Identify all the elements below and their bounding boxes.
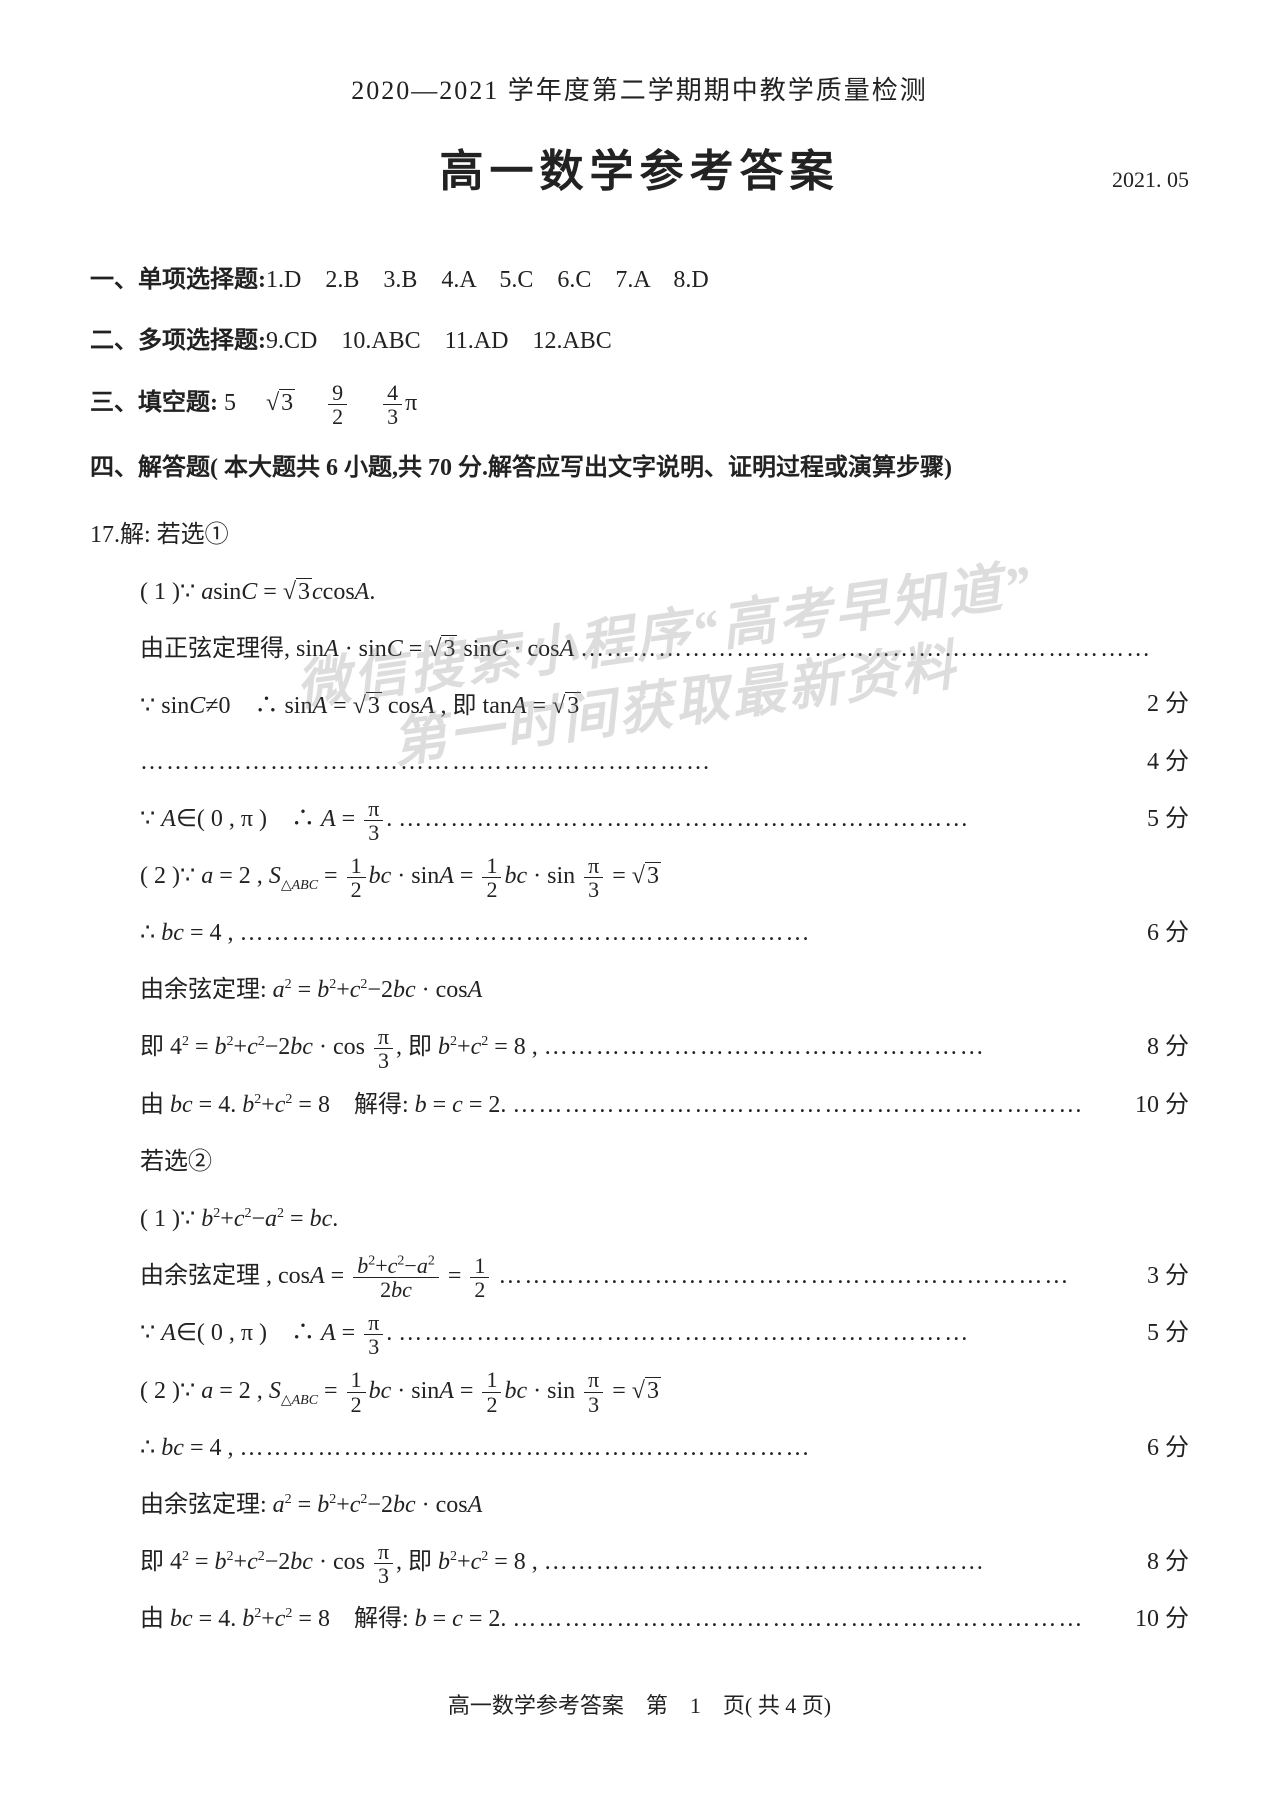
s3-a2-rad: 3 xyxy=(279,389,295,416)
score-5b: 5 分 xyxy=(1147,1306,1189,1361)
s3-a1: 5 xyxy=(224,390,236,416)
score-3: 3 分 xyxy=(1147,1249,1189,1304)
dots: ………………………………………………………… xyxy=(512,1092,1084,1118)
dots: ………………………………………………………… xyxy=(398,1320,970,1346)
s3-a2-sqrt: 3 xyxy=(266,382,295,425)
dots: ………………………………………………………… xyxy=(498,1263,1070,1289)
score-10b: 10 分 xyxy=(1135,1592,1189,1647)
dots: ………………………………………………………… xyxy=(239,1435,811,1461)
s3-a4-frac: 43 xyxy=(383,381,402,428)
q17-2-4: 即 42 = b2+c2−2bc · cos π3, 即 b2+c2 = 8 ,… xyxy=(90,1020,1189,1075)
q17b-1-1: ( 1 )∵ b2+c2−a2 = bc. xyxy=(90,1192,1189,1247)
q17-1-4: ∵ A∈( 0 , π ) ∴ A = π3. …………………………………………… xyxy=(90,792,1189,847)
main-title: 高一数学参考答案 xyxy=(440,135,840,199)
dots: ………………………………………………………… xyxy=(398,806,970,832)
q17b-2-2: ∴ bc = 4 , ………………………………………………………… 6 分 xyxy=(90,1421,1189,1476)
dots: ………………………………………………………… xyxy=(580,636,1152,662)
s3-a3-den: 2 xyxy=(328,405,347,428)
q17b-2-1: ( 2 )∵ a = 2 , S△ABC = 12bc · sinA = 12b… xyxy=(90,1364,1189,1419)
section-4-heading: 四、解答题( 本大题共 6 小题,共 70 分.解答应写出文字说明、证明过程或演… xyxy=(90,447,1189,490)
section-1-label: 一、单项选择题: xyxy=(90,267,266,293)
header-small-title: 2020—2021 学年度第二学期期中教学质量检测 xyxy=(90,70,1189,107)
score-8: 8 分 xyxy=(1147,1020,1189,1075)
section-2-answers: 9.CD 10.ABC 11.AD 12.ABC xyxy=(266,328,612,354)
section-3-label: 三、填空题: xyxy=(90,390,218,416)
q17b-2-3: 由余弦定理: a2 = b2+c2−2bc · cosA xyxy=(90,1478,1189,1533)
q17-2-2: ∴ bc = 4 , ………………………………………………………… 6 分 xyxy=(90,906,1189,961)
score-5: 5 分 xyxy=(1147,792,1189,847)
q17-1-1: ( 1 )∵ asinC = 3ccosA. xyxy=(90,565,1189,620)
score-10: 10 分 xyxy=(1135,1078,1189,1133)
dots: ………………………………………………………… xyxy=(512,1606,1084,1632)
s3-a4-den: 3 xyxy=(383,405,402,428)
section-1: 一、单项选择题:1.D 2.B 3.B 4.A 5.C 6.C 7.A 8.D xyxy=(90,259,1189,302)
s3-a3-num: 9 xyxy=(328,381,347,405)
s3-a4-suffix: π xyxy=(405,390,417,416)
q17-2-5: 由 bc = 4. b2+c2 = 8 解得: b = c = 2. ……………… xyxy=(90,1078,1189,1133)
dots: …………………………………………… xyxy=(544,1549,986,1575)
section-1-answers: 1.D 2.B 3.B 4.A 5.C 6.C 7.A 8.D xyxy=(266,267,709,293)
q17b-1-2: 由余弦定理 , cosA = b2+c2−a22bc = 12 ……………………… xyxy=(90,1249,1189,1304)
score-4: 4 分 xyxy=(1147,735,1189,790)
dots: …………………………………………… xyxy=(544,1034,986,1060)
score-8b: 8 分 xyxy=(1147,1535,1189,1590)
q17-2-3: 由余弦定理: a2 = b2+c2−2bc · cosA xyxy=(90,963,1189,1018)
document-page: 2020—2021 学年度第二学期期中教学质量检测 高一数学参考答案 2021.… xyxy=(0,0,1279,1816)
title-row: 高一数学参考答案 2021. 05 xyxy=(90,135,1189,199)
score-6b: 6 分 xyxy=(1147,1421,1189,1476)
q17-2-1: ( 2 )∵ a = 2 , S△ABC = 12bc · sinA = 12b… xyxy=(90,849,1189,904)
title-date: 2021. 05 xyxy=(1112,167,1189,193)
q17b-1-3: ∵ A∈( 0 , π ) ∴ A = π3. …………………………………………… xyxy=(90,1306,1189,1361)
score-2: 2 分 xyxy=(1147,677,1189,732)
q17b-2-4: 即 42 = b2+c2−2bc · cos π3, 即 b2+c2 = 8 ,… xyxy=(90,1535,1189,1590)
dots: ………………………………………………………… xyxy=(140,749,712,775)
dots: ………………………………………………………… xyxy=(239,920,811,946)
q17-1-2: 由正弦定理得, sinA · sinC = 3 sinC · cosA …………… xyxy=(90,622,1189,677)
section-2: 二、多项选择题:9.CD 10.ABC 11.AD 12.ABC xyxy=(90,320,1189,363)
s3-a4-num: 4 xyxy=(383,381,402,405)
page-footer: 高一数学参考答案 第 1 页( 共 4 页) xyxy=(90,1688,1189,1720)
s3-a3-frac: 92 xyxy=(328,381,347,428)
q17-opt2-head: 若选② xyxy=(90,1135,1189,1190)
score-6: 6 分 xyxy=(1147,906,1189,961)
q17-1-3: ∵ sinC≠0 ∴ sinA = 3 cosA , 即 tanA = 3 ……… xyxy=(90,679,1189,789)
section-3-answers: 5 3 92 43π xyxy=(224,390,417,416)
q17b-2-5: 由 bc = 4. b2+c2 = 8 解得: b = c = 2. ……………… xyxy=(90,1592,1189,1647)
section-2-label: 二、多项选择题: xyxy=(90,328,266,354)
section-3: 三、填空题: 5 3 92 43π xyxy=(90,381,1189,428)
q17-head: 17.解: 若选① xyxy=(90,508,1189,563)
